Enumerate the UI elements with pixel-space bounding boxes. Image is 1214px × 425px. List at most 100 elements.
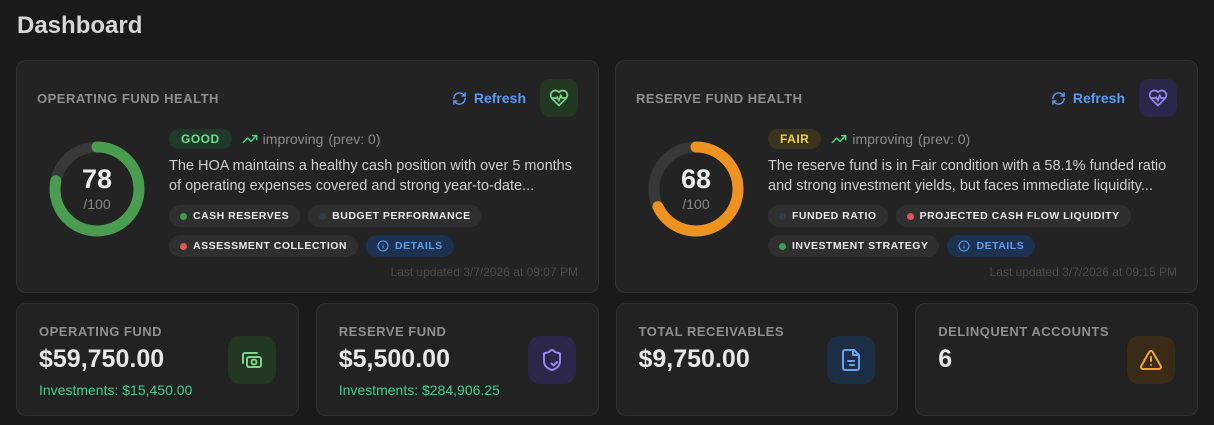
card-actions: Refresh xyxy=(1051,79,1177,117)
score-number: 68 xyxy=(680,164,712,194)
heart-pulse-icon xyxy=(549,88,569,108)
trend-label: improving xyxy=(262,131,324,147)
info-icon xyxy=(377,240,389,252)
score-max: /100 xyxy=(682,196,710,212)
factor-chip-label: CASH RESERVES xyxy=(193,210,290,223)
refresh-label: Refresh xyxy=(473,90,526,106)
last-updated-text: Last updated 3/7/2026 at 09:15 PM xyxy=(989,265,1177,279)
gauge-score: 78 /100 xyxy=(47,139,147,239)
factor-chip: ASSESSMENT COLLECTION xyxy=(169,235,359,258)
score-max: /100 xyxy=(83,196,111,212)
gauge-score: 68 /100 xyxy=(646,139,746,239)
status-dot xyxy=(906,212,914,220)
stat-investments: Investments: $284,906.25 xyxy=(338,382,500,398)
stat-value: $5,500.00 xyxy=(338,345,450,373)
details-chip-button[interactable]: DETAILS xyxy=(366,235,454,258)
refresh-button[interactable]: Refresh xyxy=(452,90,526,106)
stat-text: DELINQUENT ACCOUNTS 6 xyxy=(938,324,1109,395)
factor-chip: FUNDED RATIO xyxy=(768,205,888,228)
refresh-label: Refresh xyxy=(1072,90,1125,106)
stat-investments: Investments: $15,450.00 xyxy=(39,382,193,398)
trend-indicator: improving (prev: 0) xyxy=(831,131,970,147)
factor-chip-label: BUDGET PERFORMANCE xyxy=(332,210,471,223)
stat-icon-tile xyxy=(1127,335,1175,384)
reserve-fund-health-card: RESERVE FUND HEALTH Refresh xyxy=(615,60,1198,293)
factor-chip: CASH RESERVES xyxy=(169,205,301,228)
stat-text: TOTAL RECEIVABLES $9,750.00 xyxy=(639,324,785,395)
health-details-button[interactable] xyxy=(1139,79,1177,117)
factor-chip-label: INVESTMENT STRATEGY xyxy=(792,240,929,253)
heart-pulse-icon xyxy=(1148,88,1168,108)
score-number: 78 xyxy=(81,164,113,194)
health-cards-row: OPERATING FUND HEALTH Refresh xyxy=(16,60,1198,293)
trending-up-icon xyxy=(242,131,258,147)
status-dot xyxy=(180,242,187,250)
refresh-icon xyxy=(1051,91,1066,106)
status-dot xyxy=(779,242,786,250)
factor-chip: PROJECTED CASH FLOW LIQUIDITY xyxy=(895,205,1131,228)
gauge-value-arc xyxy=(49,141,145,237)
details-chip-button[interactable]: DETAILS xyxy=(947,235,1036,258)
status-badge: GOOD xyxy=(169,129,232,149)
last-updated-text: Last updated 3/7/2026 at 09:07 PM xyxy=(390,265,578,279)
refresh-button[interactable]: Refresh xyxy=(1051,90,1125,106)
shield-check-icon xyxy=(540,348,564,372)
stat-value: $59,750.00 xyxy=(39,345,165,373)
factor-chips: CASH RESERVES BUDGET PERFORMANCE ASSESSM… xyxy=(169,205,578,258)
gauge-value-arc xyxy=(648,141,744,237)
delinquent-accounts-stat-card: DELINQUENT ACCOUNTS 6 xyxy=(915,303,1198,416)
gauge-ring xyxy=(49,141,145,237)
card-actions: Refresh xyxy=(452,79,578,117)
document-icon xyxy=(839,348,863,372)
page-title: Dashboard xyxy=(17,12,143,39)
card-header: RESERVE FUND HEALTH Refresh xyxy=(636,79,1177,117)
details-chip-label: DETAILS xyxy=(976,240,1025,253)
stat-cards-row: OPERATING FUND $59,750.00 Investments: $… xyxy=(16,303,1198,416)
stat-icon-tile xyxy=(227,335,276,384)
stat-icon-tile xyxy=(527,335,576,384)
card-header: OPERATING FUND HEALTH Refresh xyxy=(37,79,578,117)
details-chip-label: DETAILS xyxy=(395,240,443,253)
health-score-gauge: 78 /100 xyxy=(47,139,147,239)
gauge-ring xyxy=(648,141,744,237)
stat-label: TOTAL RECEIVABLES xyxy=(638,324,784,339)
reserve-fund-stat-card: RESERVE FUND $5,500.00 Investments: $284… xyxy=(315,303,599,416)
card-body: 68 /100 FAIR improving xyxy=(636,129,1177,258)
stat-text: OPERATING FUND $59,750.00 Investments: $… xyxy=(39,324,193,398)
card-body: 78 /100 GOOD improving xyxy=(37,129,578,258)
warning-icon xyxy=(1139,348,1163,372)
health-details-button[interactable] xyxy=(540,79,578,117)
status-row: FAIR improving (prev: 0) xyxy=(768,129,1177,149)
status-badge: FAIR xyxy=(768,129,822,149)
status-row: GOOD improving (prev: 0) xyxy=(169,129,578,149)
factor-chip-label: PROJECTED CASH FLOW LIQUIDITY xyxy=(919,210,1120,223)
trend-prev: (prev: 0) xyxy=(918,131,971,147)
card-content: FAIR improving (prev: 0) The reserve fun… xyxy=(768,129,1177,258)
operating-fund-stat-card: OPERATING FUND $59,750.00 Investments: $… xyxy=(16,303,299,416)
status-dot xyxy=(319,212,327,220)
stat-text: RESERVE FUND $5,500.00 Investments: $284… xyxy=(338,324,500,398)
refresh-icon xyxy=(452,91,467,106)
stat-icon-tile xyxy=(827,335,876,384)
health-score-gauge: 68 /100 xyxy=(646,139,746,239)
stat-value: 6 xyxy=(938,345,953,373)
card-title: OPERATING FUND HEALTH xyxy=(37,90,219,106)
banknotes-icon xyxy=(240,348,264,372)
factor-chip: INVESTMENT STRATEGY xyxy=(768,235,940,258)
stat-label: RESERVE FUND xyxy=(338,324,447,339)
info-icon xyxy=(958,240,971,252)
factor-chip: BUDGET PERFORMANCE xyxy=(308,205,482,228)
trending-up-icon xyxy=(831,131,847,147)
status-dot xyxy=(779,212,786,220)
operating-fund-health-card: OPERATING FUND HEALTH Refresh xyxy=(16,60,599,293)
status-dot xyxy=(180,212,187,220)
trend-label: improving xyxy=(852,131,914,147)
health-description: The reserve fund is in Fair condition wi… xyxy=(768,158,1167,194)
total-receivables-stat-card: TOTAL RECEIVABLES $9,750.00 xyxy=(615,303,899,416)
factor-chips: FUNDED RATIO PROJECTED CASH FLOW LIQUIDI… xyxy=(768,205,1177,258)
trend-prev: (prev: 0) xyxy=(328,131,381,147)
stat-value: $9,750.00 xyxy=(638,345,750,373)
stat-label: OPERATING FUND xyxy=(39,324,163,339)
health-description: The HOA maintains a healthy cash positio… xyxy=(169,158,572,194)
